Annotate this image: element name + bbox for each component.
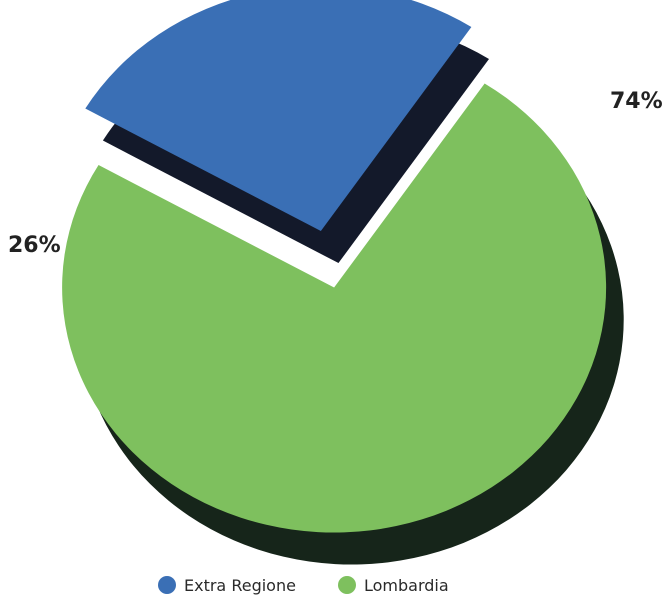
slice-extra-regione	[85, 0, 472, 232]
pie-tops	[62, 0, 607, 533]
slice-lombardia	[62, 83, 607, 533]
legend-marker-lombardia	[338, 576, 356, 594]
legend-label-lombardia: Lombardia	[364, 576, 449, 595]
slice-label-lombardia: 74%	[610, 89, 663, 114]
legend-marker-extra-regione	[158, 576, 176, 594]
slice-label-extra-regione: 26%	[8, 233, 61, 258]
legend-label-extra-regione: Extra Regione	[184, 576, 296, 595]
legend: Extra Regione Lombardia	[158, 576, 449, 595]
